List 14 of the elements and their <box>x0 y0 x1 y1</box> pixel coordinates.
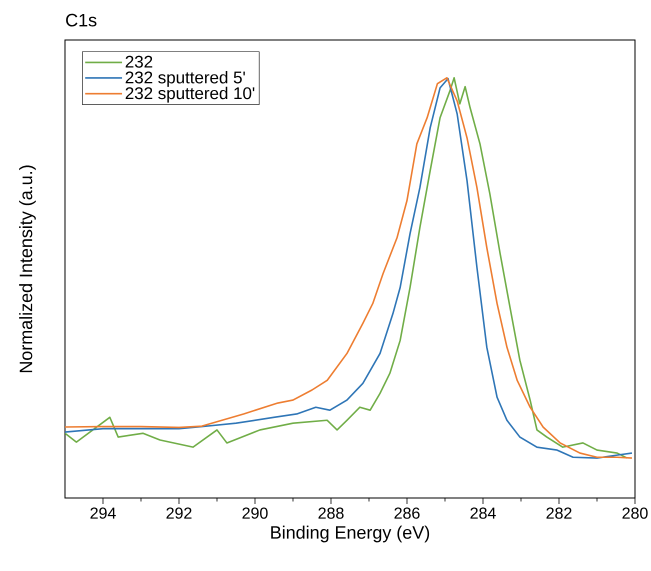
x-tick-label: 284 <box>470 508 496 519</box>
legend-label: 232 sputtered 5' <box>126 71 245 87</box>
legend-label: 232 <box>126 56 152 68</box>
y-axis-title: Normalized Intensity (a.u.) <box>19 166 36 372</box>
x-tick-label: 292 <box>166 508 192 519</box>
x-tick-label: 290 <box>242 508 268 519</box>
x-axis-title: Binding Energy (eV) <box>271 526 430 542</box>
legend-label: 232 sputtered 10' <box>126 86 254 103</box>
x-tick-label: 282 <box>546 508 572 519</box>
x-tick-label: 286 <box>394 508 420 519</box>
x-tick-label: 294 <box>90 508 116 519</box>
chart-title: C1s <box>66 14 96 26</box>
x-tick-label: 280 <box>622 508 648 519</box>
x-tick-label: 288 <box>318 508 344 519</box>
